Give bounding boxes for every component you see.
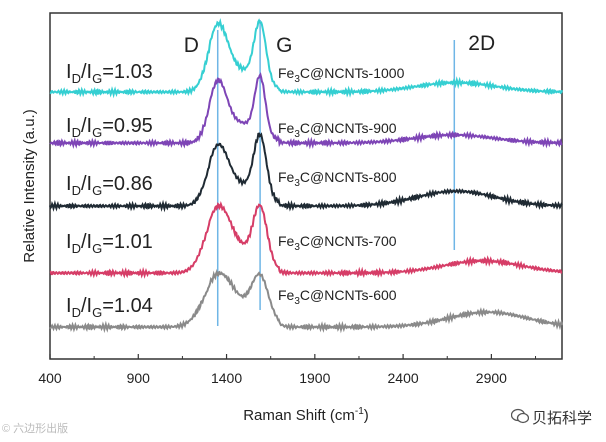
y-axis-title: Relative Intensity (a.u.) bbox=[21, 109, 38, 262]
spectrum-line-fe3c-ncnts-700 bbox=[49, 200, 563, 279]
spectrum-line-fe3c-ncnts-900 bbox=[49, 72, 563, 150]
spectrum-line-fe3c-ncnts-1000 bbox=[49, 18, 563, 99]
ratio-label-fe3c-ncnts-800: ID/IG=0.86 bbox=[66, 173, 153, 198]
x-tick-label: 400 bbox=[38, 370, 62, 386]
x-tick-label: 1900 bbox=[299, 370, 330, 386]
spectrum-line-fe3c-ncnts-800 bbox=[49, 132, 563, 213]
series-labels: ID/IG=1.03 Fe3C@NCNTs-1000 ID/IG=0.95 Fe3C@… bbox=[66, 61, 405, 320]
sample-label-fe3c-ncnts-900: Fe3C@NCNTs-900 bbox=[278, 120, 397, 140]
peak-label-d: D bbox=[184, 34, 199, 57]
ratio-label-fe3c-ncnts-900: ID/IG=0.95 bbox=[66, 115, 153, 140]
x-tick-label: 900 bbox=[127, 370, 151, 386]
plot-frame bbox=[49, 12, 563, 360]
x-tick-label: 1400 bbox=[211, 370, 242, 386]
x-tick-label: 2900 bbox=[476, 370, 507, 386]
peak-label-g: G bbox=[276, 34, 292, 57]
ratio-label-fe3c-ncnts-600: ID/IG=1.04 bbox=[66, 295, 153, 320]
spectra-layer bbox=[49, 18, 563, 334]
ratio-label-fe3c-ncnts-700: ID/IG=1.01 bbox=[66, 231, 153, 256]
peak-label-2d: 2D bbox=[468, 32, 495, 55]
sample-label-fe3c-ncnts-1000: Fe3C@NCNTs-1000 bbox=[278, 65, 405, 85]
ratio-label-fe3c-ncnts-1000: ID/IG=1.03 bbox=[66, 61, 153, 86]
x-axis-title: Raman Shift (cm-1) bbox=[243, 406, 369, 424]
spectrum-line-fe3c-ncnts-600 bbox=[49, 268, 563, 334]
x-axis-ticks: 400 900 1400 1900 2400 2900 bbox=[38, 354, 537, 386]
sample-label-fe3c-ncnts-800: Fe3C@NCNTs-800 bbox=[278, 169, 397, 189]
wechat-icon bbox=[511, 408, 529, 424]
x-tick-label: 2400 bbox=[388, 370, 419, 386]
watermark-left: © 六边形出版 bbox=[2, 423, 69, 435]
sample-label-fe3c-ncnts-700: Fe3C@NCNTs-700 bbox=[278, 233, 397, 253]
sample-label-fe3c-ncnts-600: Fe3C@NCNTs-600 bbox=[278, 287, 397, 307]
watermark-right: 贝拓科学 bbox=[532, 410, 593, 427]
